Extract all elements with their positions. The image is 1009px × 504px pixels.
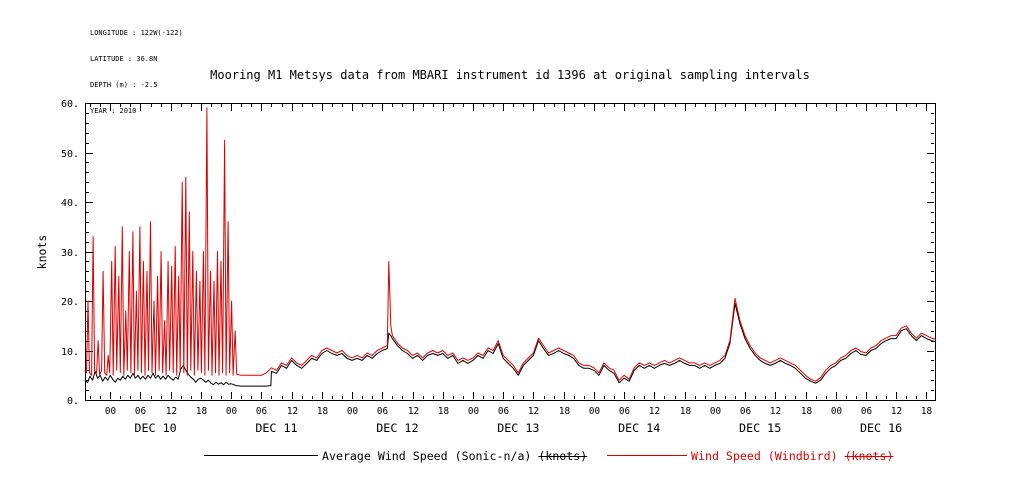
y-tick-label: 20. — [61, 297, 79, 308]
x-day-label: DEC 15 — [739, 421, 781, 435]
x-tick-label: 06 — [619, 406, 630, 417]
x-tick-label: 06 — [861, 406, 872, 417]
x-tick-label: 06 — [256, 406, 267, 417]
series-line-sonic — [84, 303, 936, 387]
x-tick-label: 18 — [680, 406, 691, 417]
x-tick-label: 12 — [287, 406, 298, 417]
x-day-label: DEC 16 — [860, 421, 902, 435]
metadata-block: LONGITUDE : 122W(-122) LATITUDE : 36.8N … — [90, 12, 183, 132]
legend-label-sonic-units: (knots) — [538, 449, 588, 463]
x-tick-label: 18 — [438, 406, 449, 417]
x-tick-label: 18 — [317, 406, 328, 417]
x-tick-label: 12 — [891, 406, 902, 417]
legend-label-sonic: Average Wind Speed (Sonic-n/a) (knots) — [322, 449, 587, 463]
y-tick-label: 30. — [61, 248, 79, 259]
x-tick-label: 00 — [710, 406, 721, 417]
x-tick-label: 00 — [347, 406, 358, 417]
x-day-label: DEC 13 — [497, 421, 539, 435]
series-line-windbird — [84, 107, 936, 382]
y-tick-label: 60. — [61, 99, 79, 110]
x-tick-label: 00 — [468, 406, 479, 417]
metadata-longitude: LONGITUDE : 122W(-122) — [90, 29, 183, 38]
x-day-label: DEC 10 — [134, 421, 176, 435]
legend-label-sonic-name: Average Wind Speed (Sonic-n/a) — [322, 449, 532, 463]
x-tick-label: 12 — [528, 406, 539, 417]
y-tick-label: 0. — [67, 396, 79, 407]
x-tick-label: 00 — [226, 406, 237, 417]
x-tick-label: 00 — [831, 406, 842, 417]
x-tick-label: 18 — [921, 406, 932, 417]
legend-label-windbird-units: (knots) — [844, 449, 894, 463]
x-tick-label: 12 — [166, 406, 177, 417]
metadata-year: YEAR : 2010 — [90, 106, 137, 115]
x-tick-label: 06 — [135, 406, 146, 417]
legend-label-windbird-name: Wind Speed (Windbird) — [691, 449, 838, 463]
chart-title: Mooring M1 Metsys data from MBARI instru… — [210, 68, 810, 82]
x-tick-label: 00 — [589, 406, 600, 417]
y-axis-label: knots — [35, 235, 49, 270]
plot-frame — [85, 103, 936, 401]
x-tick-label: 18 — [196, 406, 207, 417]
x-tick-label: 18 — [559, 406, 570, 417]
x-tick-label: 06 — [377, 406, 388, 417]
y-tick-label: 50. — [61, 149, 79, 160]
x-day-label: DEC 14 — [618, 421, 660, 435]
x-tick-label: 12 — [770, 406, 781, 417]
x-tick-label: 12 — [408, 406, 419, 417]
legend-label-windbird: Wind Speed (Windbird) (knots) — [691, 449, 893, 463]
y-tick-label: 40. — [61, 198, 79, 209]
x-tick-label: 06 — [740, 406, 751, 417]
x-tick-label: 12 — [649, 406, 660, 417]
x-tick-label: 00 — [105, 406, 116, 417]
x-day-label: DEC 11 — [255, 421, 297, 435]
x-tick-label: 18 — [801, 406, 812, 417]
y-tick-label: 10. — [61, 347, 79, 358]
legend-line-sonic-icon — [204, 455, 318, 456]
x-day-label: DEC 12 — [376, 421, 418, 435]
legend-line-windbird-icon — [607, 455, 687, 456]
metadata-depth: DEPTH (m) : -2.5 — [90, 80, 158, 89]
x-tick-label: 06 — [498, 406, 509, 417]
metadata-latitude: LATITUDE : 36.8N — [90, 54, 158, 63]
